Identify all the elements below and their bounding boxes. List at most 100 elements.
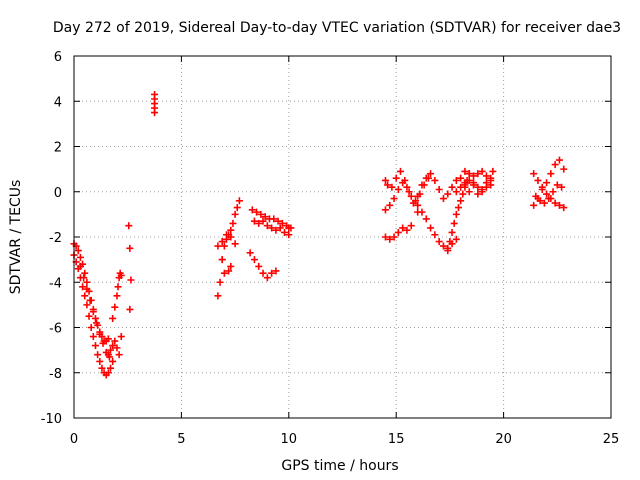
- data-point: [107, 346, 115, 354]
- data-point: [151, 109, 159, 117]
- y-tick-label: 6: [54, 50, 62, 65]
- series-arc-15h-a: [381, 167, 422, 216]
- data-point: [276, 224, 284, 232]
- data-point: [390, 195, 398, 203]
- x-tick-label: 10: [281, 432, 298, 447]
- data-point: [450, 219, 458, 227]
- data-point: [253, 208, 261, 216]
- series-arc-9h-upper: [248, 206, 295, 232]
- data-point: [532, 192, 540, 200]
- series-arc-7h-b: [214, 231, 239, 250]
- y-tick-label: 2: [54, 141, 62, 156]
- data-point: [381, 176, 389, 184]
- y-tick-label: 0: [54, 186, 62, 201]
- data-point: [79, 283, 87, 291]
- data-point: [538, 183, 546, 191]
- data-point: [250, 217, 258, 225]
- data-point: [399, 224, 407, 232]
- data-point: [405, 188, 413, 196]
- data-point: [403, 226, 411, 234]
- data-point: [384, 181, 392, 189]
- data-point: [83, 278, 91, 286]
- data-point: [555, 156, 563, 164]
- data-point: [452, 176, 460, 184]
- y-tick-label: -6: [49, 322, 62, 337]
- series-arc-7h-c: [218, 256, 235, 277]
- data-point: [220, 242, 228, 250]
- data-point: [99, 339, 107, 347]
- data-point: [104, 351, 112, 359]
- data-point: [225, 267, 233, 275]
- data-point: [114, 283, 122, 291]
- data-point: [255, 262, 263, 270]
- data-point: [268, 224, 276, 232]
- data-point: [549, 188, 557, 196]
- data-point: [270, 215, 278, 223]
- data-point: [530, 170, 538, 178]
- data-point: [76, 253, 84, 261]
- data-point: [85, 312, 93, 320]
- data-point: [452, 210, 460, 218]
- data-point: [274, 217, 282, 225]
- data-point: [422, 215, 430, 223]
- data-point: [392, 174, 400, 182]
- data-point: [235, 197, 243, 205]
- data-point: [223, 231, 231, 239]
- data-point: [278, 219, 286, 227]
- data-point: [227, 233, 235, 241]
- data-point: [431, 176, 439, 184]
- data-point: [470, 179, 478, 187]
- data-point: [229, 219, 237, 227]
- data-point: [558, 183, 566, 191]
- data-points: [70, 90, 568, 379]
- data-point: [126, 305, 134, 313]
- x-tick-label: 0: [70, 432, 78, 447]
- data-point: [109, 342, 117, 350]
- data-point: [543, 190, 551, 198]
- x-tick-label: 20: [495, 432, 512, 447]
- data-point: [418, 208, 426, 216]
- data-point: [261, 213, 269, 221]
- series-arc-recovery: [104, 333, 125, 359]
- data-point: [218, 238, 226, 246]
- data-point: [272, 267, 280, 275]
- data-point: [107, 364, 115, 372]
- data-point: [431, 231, 439, 239]
- data-point: [386, 235, 394, 243]
- data-point: [394, 185, 402, 193]
- data-point: [551, 161, 559, 169]
- data-point: [248, 206, 256, 214]
- data-point: [555, 201, 563, 209]
- data-point: [233, 204, 241, 212]
- data-point: [403, 183, 411, 191]
- data-point: [257, 210, 265, 218]
- data-point: [218, 256, 226, 264]
- data-point: [268, 269, 276, 277]
- data-point: [259, 269, 267, 277]
- data-point: [104, 335, 112, 343]
- data-point: [227, 226, 235, 234]
- data-point: [396, 167, 404, 175]
- data-point: [457, 174, 465, 182]
- data-point: [414, 201, 422, 209]
- data-point: [448, 183, 456, 191]
- data-point: [386, 201, 394, 209]
- data-point: [96, 357, 104, 365]
- data-point: [465, 176, 473, 184]
- data-point: [109, 357, 117, 365]
- data-point: [470, 172, 478, 180]
- data-point: [285, 231, 293, 239]
- data-point: [117, 333, 125, 341]
- data-point: [465, 188, 473, 196]
- data-point: [381, 233, 389, 241]
- data-point: [487, 181, 495, 189]
- chart-title: Day 272 of 2019, Sidereal Day-to-day VTE…: [53, 20, 621, 36]
- data-point: [547, 170, 555, 178]
- data-point: [125, 222, 133, 230]
- axis-ticks: 0 5 10 15 20 25 -10 -8 -6 -4 -2 0 2 4 6: [41, 50, 620, 447]
- data-point: [117, 271, 125, 279]
- data-point: [89, 333, 97, 341]
- data-point: [482, 172, 490, 180]
- data-point: [540, 199, 548, 207]
